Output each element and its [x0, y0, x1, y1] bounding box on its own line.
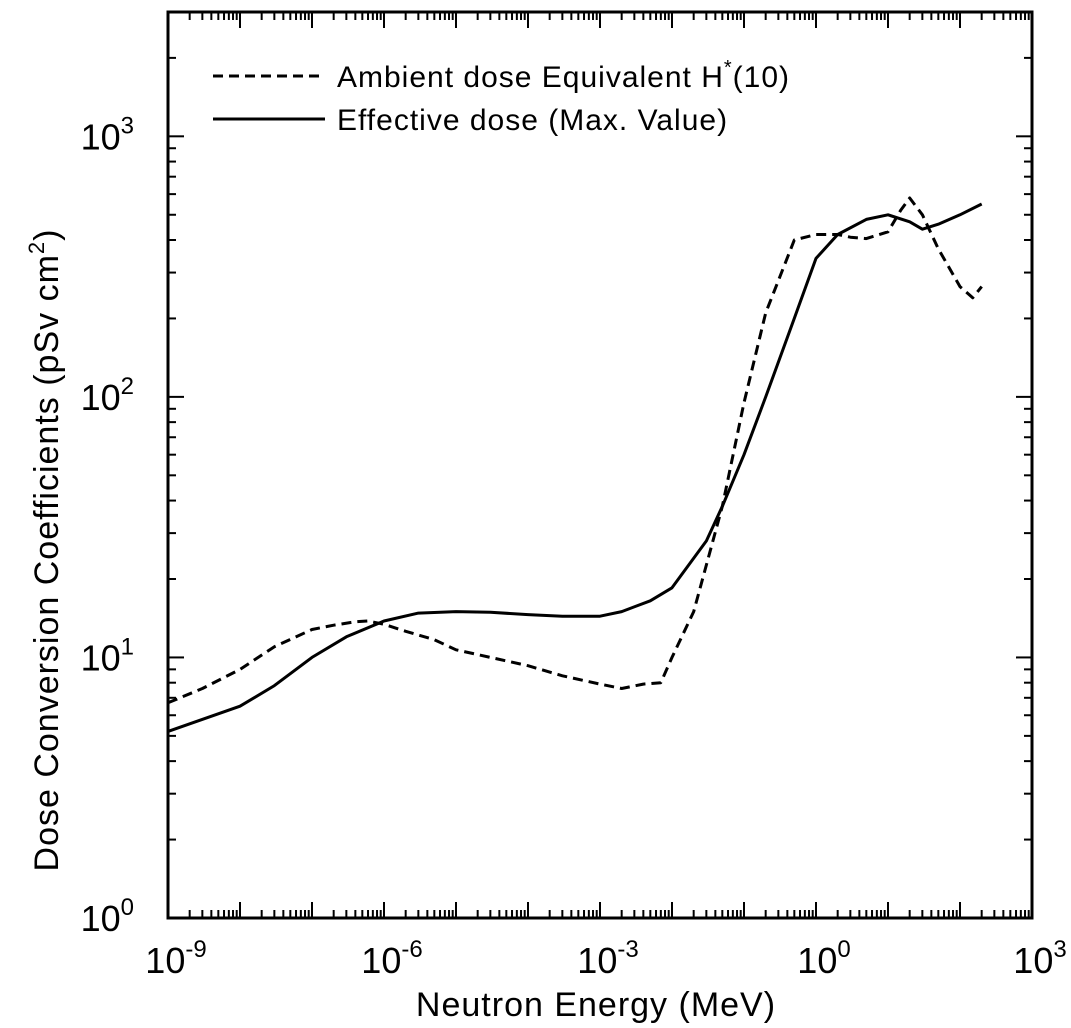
x-tick-label-base: 10: [145, 940, 185, 981]
x-axis-title: Neutron Energy (MeV): [416, 986, 776, 1024]
y-tick-label-exp: 2: [121, 373, 134, 400]
ambient-dose-line: [167, 196, 983, 705]
legend-label-ambient-sup: *: [724, 57, 733, 79]
x-tick-label: 10-9: [145, 936, 206, 981]
y-tick-label: 102: [81, 373, 134, 418]
legend-label-ambient: Ambient dose Equivalent H*(10): [337, 57, 790, 94]
x-tick-label: 103: [1013, 936, 1066, 981]
y-axis-title-main: Dose Conversion Coefficients (pSv cm: [28, 254, 66, 871]
legend-label-effective: Effective dose (Max. Value): [337, 104, 728, 137]
y-tick-label-base: 10: [81, 637, 121, 678]
effective-dose-line: [167, 202, 983, 733]
y-tick-label-exp: 0: [121, 894, 134, 921]
x-tick-label-base: 10: [361, 940, 401, 981]
x-tick-label-base: 10: [1013, 940, 1053, 981]
legend: Ambient dose Equivalent H*(10) Effective…: [213, 57, 790, 137]
y-tick-label-base: 10: [81, 898, 121, 939]
y-tick-label: 101: [81, 633, 134, 678]
x-tick-label-base: 10: [577, 940, 617, 981]
y-tick-label: 100: [81, 894, 134, 939]
y-axis-title: Dose Conversion Coefficients (pSv cm2): [24, 229, 66, 872]
x-tick-label: 10-3: [577, 936, 638, 981]
legend-label-ambient-main: Ambient dose Equivalent H: [337, 61, 724, 94]
x-tick-label: 100: [797, 936, 850, 981]
y-tick-label-base: 10: [81, 377, 121, 418]
y-tick-label-exp: 1: [121, 633, 134, 660]
x-tick-label-exp: -9: [185, 936, 206, 963]
y-tick-label-exp: 3: [121, 112, 134, 139]
y-axis-title-close: ): [28, 229, 66, 241]
x-tick-label-exp: -6: [401, 936, 422, 963]
x-tick-label-exp: 0: [837, 936, 850, 963]
x-tick-label-exp: -3: [617, 936, 638, 963]
y-tick-label-base: 10: [81, 116, 121, 157]
y-tick-label: 103: [81, 112, 134, 157]
legend-label-ambient-suffix: (10): [733, 61, 790, 94]
series-layer: [167, 196, 983, 733]
x-tick-label-base: 10: [797, 940, 837, 981]
x-tick-label: 10-6: [361, 936, 422, 981]
axis-ticks: [167, 11, 1032, 919]
y-axis-title-sup: 2: [24, 241, 49, 254]
plot-frame: [166, 10, 1034, 920]
x-tick-label-exp: 3: [1053, 936, 1066, 963]
